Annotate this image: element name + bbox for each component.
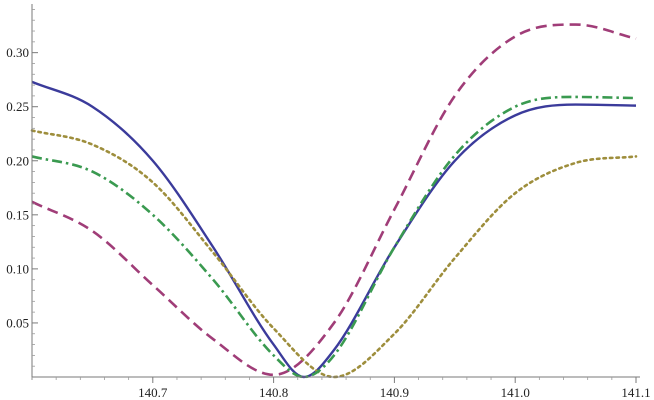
x-tick-label: 140.9	[380, 385, 409, 400]
x-tick-label: 141.1	[621, 385, 650, 400]
y-tick-label: 0.10	[6, 261, 29, 276]
y-tick-label: 0.20	[6, 153, 29, 168]
y-tick-label: 0.30	[6, 45, 29, 60]
series-line-3	[30, 129, 638, 379]
series-line-1	[31, 80, 637, 379]
x-tick-label: 141.0	[501, 385, 530, 400]
series-layer	[30, 23, 638, 379]
axes-layer	[31, 4, 640, 380]
x-tick-label: 140.7	[138, 385, 168, 400]
y-tick-label: 0.25	[6, 99, 29, 114]
y-tick-label: 0.15	[6, 207, 29, 222]
series-line-2	[31, 23, 637, 377]
x-tick-label: 140.8	[259, 385, 288, 400]
y-tick-label: 0.05	[6, 315, 29, 330]
series-line-4	[31, 95, 637, 379]
ticks-layer: 140.7 140.8 140.9 141.0 141.1 0.05 0.10 0.15 0.2…	[6, 9, 651, 400]
